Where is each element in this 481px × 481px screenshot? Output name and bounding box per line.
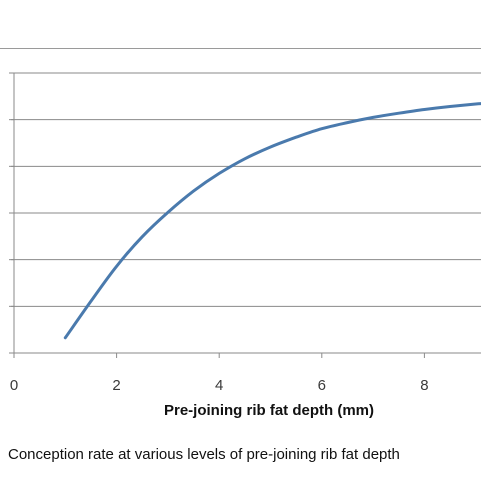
x-tick-label: 8: [420, 377, 428, 394]
figure-top-border: [0, 48, 481, 49]
x-tick-label: 2: [112, 377, 120, 394]
figure-caption: Conception rate at various levels of pre…: [8, 446, 400, 463]
x-tick-label: 4: [215, 377, 223, 394]
x-tick-label: 0: [10, 377, 18, 394]
x-axis-tick-labels: 0 2 4 6 8: [10, 377, 429, 394]
series-line: [63, 102, 481, 340]
x-tick-label: 6: [318, 377, 326, 394]
gridlines: [9, 72, 481, 354]
x-axis-title: Pre-joining rib fat depth (mm): [164, 402, 374, 419]
x-axis-ticks: [13, 353, 425, 358]
